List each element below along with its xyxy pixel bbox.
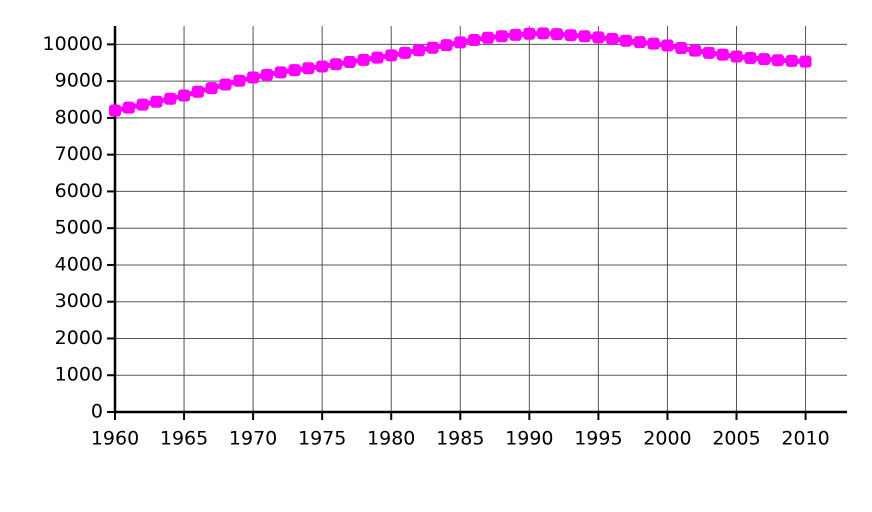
data-point: [440, 39, 453, 52]
data-point: [702, 46, 715, 59]
x-tick-label: 2005: [712, 428, 760, 450]
data-point: [109, 104, 121, 117]
y-tick-label: 8000: [55, 106, 103, 128]
x-tick-label: 1970: [229, 428, 277, 450]
data-point: [302, 62, 315, 75]
x-tick-label: 1960: [91, 428, 139, 450]
data-point: [564, 29, 577, 42]
data-point: [771, 54, 784, 67]
data-point: [468, 33, 481, 46]
data-point: [730, 50, 743, 63]
data-point: [150, 95, 163, 108]
x-tick-label: 1965: [160, 428, 208, 450]
data-point: [578, 30, 591, 43]
data-point: [343, 56, 356, 69]
data-point: [426, 41, 439, 54]
data-point: [191, 85, 204, 98]
x-tick-label: 1985: [436, 428, 484, 450]
data-point: [233, 74, 246, 87]
data-point: [316, 60, 329, 73]
y-tick-label: 5000: [55, 217, 103, 239]
data-point: [509, 28, 522, 41]
data-point: [178, 89, 191, 102]
y-tick-label: 4000: [55, 253, 103, 275]
data-point: [537, 27, 550, 40]
y-tick-label: 10000: [43, 33, 103, 55]
y-tick-label: 0: [91, 401, 103, 423]
data-point: [675, 42, 688, 55]
data-point: [164, 92, 177, 105]
data-point: [357, 53, 370, 66]
data-point: [481, 31, 494, 44]
data-point: [495, 30, 508, 43]
data-point: [219, 78, 232, 91]
data-point: [454, 36, 467, 49]
y-tick-label: 3000: [55, 290, 103, 312]
data-point: [592, 31, 605, 44]
data-point: [523, 27, 536, 40]
data-point: [606, 32, 619, 45]
x-tick-label: 2000: [643, 428, 691, 450]
data-point: [799, 55, 812, 68]
data-point: [647, 37, 660, 50]
data-point: [550, 28, 563, 41]
data-point: [136, 98, 149, 111]
data-point: [247, 71, 260, 84]
data-point: [633, 36, 646, 49]
x-tick-label: 1995: [574, 428, 622, 450]
x-tick-label: 1975: [298, 428, 346, 450]
data-point: [205, 82, 218, 95]
data-point: [288, 64, 301, 77]
data-point: [329, 58, 342, 71]
data-point: [122, 101, 135, 114]
data-point: [620, 34, 633, 47]
data-point: [274, 66, 287, 79]
y-tick-label: 6000: [55, 180, 103, 202]
data-point: [785, 54, 798, 67]
x-tick-label: 1990: [505, 428, 553, 450]
x-tick-label: 1980: [367, 428, 415, 450]
y-tick-label: 7000: [55, 143, 103, 165]
data-point: [385, 49, 398, 62]
data-point: [371, 51, 384, 64]
data-point: [399, 46, 412, 59]
x-tick-label: 2010: [781, 428, 829, 450]
data-point: [260, 68, 273, 81]
data-point: [661, 39, 674, 52]
data-point: [689, 44, 702, 57]
data-point: [412, 44, 425, 57]
data-point: [744, 51, 757, 64]
data-point: [758, 53, 771, 66]
data-point: [716, 48, 729, 61]
y-tick-label: 9000: [55, 70, 103, 92]
y-tick-label: 1000: [55, 364, 103, 386]
y-tick-label: 2000: [55, 327, 103, 349]
